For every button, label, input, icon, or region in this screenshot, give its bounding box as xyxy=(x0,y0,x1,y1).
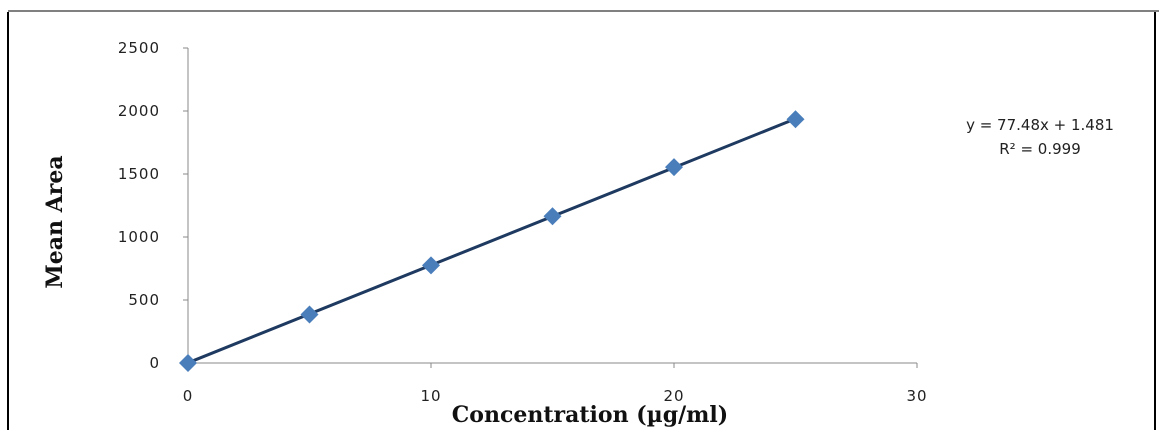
x-tick-label: 30 xyxy=(906,387,927,405)
x-tick-label: 20 xyxy=(663,387,684,405)
y-tick-label: 500 xyxy=(128,291,160,309)
x-ticks: 0 10 20 30 xyxy=(183,363,927,405)
trendline-group xyxy=(187,117,797,365)
data-point-diamond xyxy=(179,354,197,372)
r-squared-label: R² = 0.999 xyxy=(999,140,1080,158)
data-point-diamond xyxy=(786,110,805,129)
y-tick-label: 0 xyxy=(149,354,160,372)
data-point-diamond xyxy=(543,207,562,226)
data-point-diamond xyxy=(300,305,319,324)
y-tick-label: 2500 xyxy=(118,39,160,57)
x-tick-label: 0 xyxy=(183,387,194,405)
y-ticks: 0 500 1000 1500 2000 2500 xyxy=(118,39,188,372)
x-axis-label: Concentration (µg/ml) xyxy=(452,402,728,428)
trendline-equation: y = 77.48x + 1.481 xyxy=(966,116,1114,134)
trendline xyxy=(187,117,797,365)
y-tick-label: 1500 xyxy=(118,165,160,183)
data-point-diamond xyxy=(665,158,683,177)
y-axis-label: Mean Area xyxy=(42,155,68,288)
y-tick-label: 1000 xyxy=(118,228,160,246)
x-tick-label: 10 xyxy=(420,387,441,405)
y-tick-label: 2000 xyxy=(118,102,160,120)
data-point-diamond xyxy=(422,256,440,275)
data-points xyxy=(179,110,805,372)
